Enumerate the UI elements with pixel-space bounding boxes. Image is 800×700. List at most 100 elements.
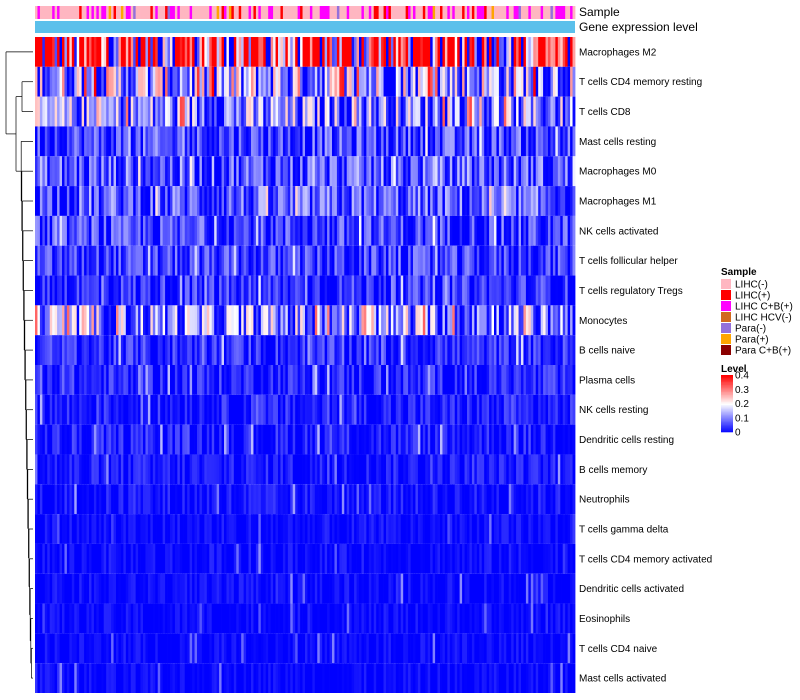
heatmap-cell: [120, 186, 124, 216]
heatmap-cell: [197, 484, 200, 515]
heatmap-cell: [42, 305, 46, 336]
sample-annotation-cell: [415, 6, 419, 19]
heatmap-cell: [282, 66, 286, 97]
heatmap-cell: [314, 305, 318, 336]
heatmap-cell: [177, 603, 181, 634]
heatmap-cell: [54, 543, 58, 574]
heatmap-cell: [525, 96, 529, 127]
heatmap-cell: [359, 454, 362, 485]
heatmap-cell: [138, 186, 141, 216]
heatmap-cell: [113, 126, 117, 157]
heatmap-cell: [204, 66, 208, 97]
heatmap-cell: [174, 275, 178, 306]
heatmap-cell: [363, 186, 367, 216]
heatmap-cell: [246, 573, 249, 604]
heatmap-cell: [192, 215, 195, 246]
heatmap-cell: [474, 275, 478, 306]
heatmap-cell: [236, 275, 240, 306]
heatmap-cell: [118, 245, 122, 276]
heatmap-cell: [135, 66, 139, 97]
heatmap-cell: [476, 603, 480, 634]
heatmap-cell: [84, 156, 87, 187]
heatmap-cell: [280, 365, 284, 395]
sample-annotation-cell: [177, 6, 181, 19]
heatmap-cell: [462, 96, 465, 127]
heatmap-cell: [312, 633, 316, 664]
heatmap-cell: [300, 96, 303, 127]
heatmap-cell: [251, 96, 254, 127]
heatmap-cell: [167, 215, 171, 246]
heatmap-cell: [322, 305, 326, 336]
heatmap-cell: [494, 365, 497, 395]
heatmap-cell: [324, 514, 328, 544]
heatmap-cell: [332, 514, 335, 544]
heatmap-cell: [535, 156, 539, 187]
heatmap-cell: [356, 633, 360, 664]
heatmap-cell: [383, 543, 387, 574]
heatmap-cell: [113, 365, 117, 395]
heatmap-cell: [150, 633, 154, 664]
heatmap-cell: [491, 37, 495, 67]
heatmap-row: [35, 156, 576, 187]
heatmap-cell: [287, 365, 291, 395]
heatmap-cell: [481, 156, 485, 187]
heatmap-cell: [545, 633, 549, 664]
heatmap-cell: [543, 365, 546, 395]
heatmap-cell: [432, 66, 436, 97]
heatmap-cell: [160, 603, 164, 634]
heatmap-cell: [324, 305, 328, 336]
heatmap-cell: [518, 305, 522, 336]
heatmap-cell: [513, 66, 517, 97]
heatmap-cell: [184, 186, 188, 216]
heatmap-cell: [432, 305, 436, 336]
heatmap-cell: [297, 394, 301, 425]
heatmap-cell: [236, 215, 240, 246]
heatmap-cell: [123, 454, 127, 485]
heatmap-cell: [403, 484, 407, 515]
heatmap-cell: [265, 424, 269, 455]
heatmap-cell: [494, 335, 497, 365]
heatmap-cell: [209, 96, 213, 127]
heatmap-cell: [106, 96, 110, 127]
heatmap-cell: [322, 454, 326, 485]
heatmap-cell: [47, 454, 51, 485]
heatmap-cell: [138, 633, 141, 664]
heatmap-cell: [454, 126, 458, 157]
heatmap-cell: [548, 514, 551, 544]
heatmap-cell: [425, 275, 429, 306]
heatmap-cell: [388, 633, 392, 664]
heatmap-cell: [503, 573, 507, 604]
heatmap-cell: [538, 514, 542, 544]
heatmap-cell: [498, 305, 502, 336]
heatmap-cell: [314, 156, 318, 187]
heatmap-cell: [42, 37, 46, 67]
heatmap-cell: [295, 215, 299, 246]
heatmap-cell: [570, 603, 573, 634]
heatmap-cell: [398, 424, 402, 455]
heatmap-cell: [336, 514, 340, 544]
heatmap-cell: [157, 156, 161, 187]
heatmap-cell: [327, 424, 330, 455]
heatmap-cell: [496, 573, 500, 604]
heatmap-cell: [130, 484, 134, 515]
heatmap-cell: [118, 394, 122, 425]
heatmap-cell: [570, 96, 573, 127]
heatmap-cell: [430, 186, 434, 216]
heatmap-cell: [49, 573, 53, 604]
heatmap-cell: [59, 484, 63, 515]
heatmap-cell: [550, 305, 554, 336]
heatmap-cell: [98, 186, 102, 216]
heatmap-cell: [486, 305, 490, 336]
heatmap-cell: [393, 603, 397, 634]
heatmap-cell: [143, 573, 146, 604]
heatmap-cell: [356, 186, 360, 216]
heatmap-cell: [452, 543, 456, 574]
heatmap-cell: [246, 633, 249, 664]
heatmap-cell: [187, 215, 191, 246]
heatmap-cell: [474, 424, 478, 455]
heatmap-cell: [344, 275, 348, 306]
heatmap-cell: [302, 603, 306, 634]
heatmap-cell: [285, 543, 289, 574]
heatmap-cell: [76, 454, 80, 485]
heatmap-cell: [471, 186, 475, 216]
